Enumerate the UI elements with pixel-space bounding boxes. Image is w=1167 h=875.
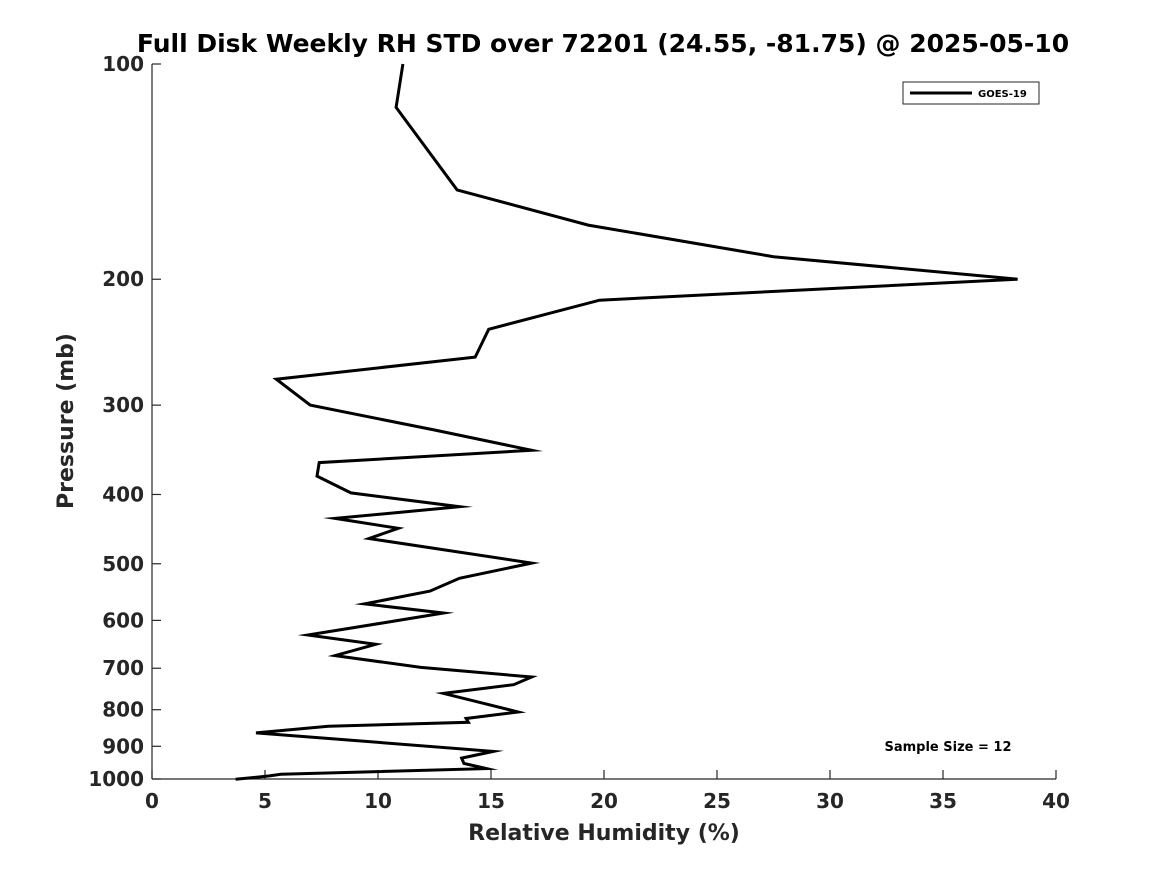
legend-label-goes-19: GOES-19 bbox=[978, 89, 1027, 100]
y-tick-label: 400 bbox=[102, 482, 144, 506]
x-tick-label: 5 bbox=[258, 789, 272, 813]
series-group bbox=[235, 63, 1018, 781]
y-tick-label: 1000 bbox=[88, 767, 144, 791]
legend: GOES-19 bbox=[902, 81, 1040, 105]
x-axis-label: Relative Humidity (%) bbox=[468, 821, 740, 846]
x-tick-label: 15 bbox=[477, 789, 505, 813]
x-tick-label: 0 bbox=[145, 789, 159, 813]
x-tick-label: 20 bbox=[590, 789, 618, 813]
y-tick-label: 200 bbox=[102, 267, 144, 291]
x-tick-label: 30 bbox=[816, 789, 844, 813]
y-tick-label: 900 bbox=[102, 734, 144, 758]
y-tick-label: 300 bbox=[102, 393, 144, 417]
x-ticks: 0 5 10 15 20 25 30 35 40 bbox=[145, 770, 1070, 813]
x-tick-label: 10 bbox=[364, 789, 392, 813]
y-tick-label: 500 bbox=[102, 552, 144, 576]
y-tick-label: 600 bbox=[102, 608, 144, 632]
x-tick-label: 25 bbox=[703, 789, 731, 813]
sample-size-annotation: Sample Size = 12 bbox=[884, 740, 1011, 755]
y-tick-label: 700 bbox=[102, 656, 144, 680]
y-axis-label: Pressure (mb) bbox=[54, 333, 79, 509]
x-tick-label: 40 bbox=[1042, 789, 1070, 813]
y-tick-label: 800 bbox=[102, 698, 144, 722]
axes bbox=[151, 64, 1056, 780]
y-ticks: 100 200 300 400 500 600 700 800 900 1000 bbox=[88, 52, 161, 791]
series-line-goes-19 bbox=[235, 63, 1018, 781]
y-tick-label: 100 bbox=[102, 52, 144, 76]
x-tick-label: 35 bbox=[929, 789, 957, 813]
chart-title: Full Disk Weekly RH STD over 72201 (24.5… bbox=[137, 29, 1069, 58]
